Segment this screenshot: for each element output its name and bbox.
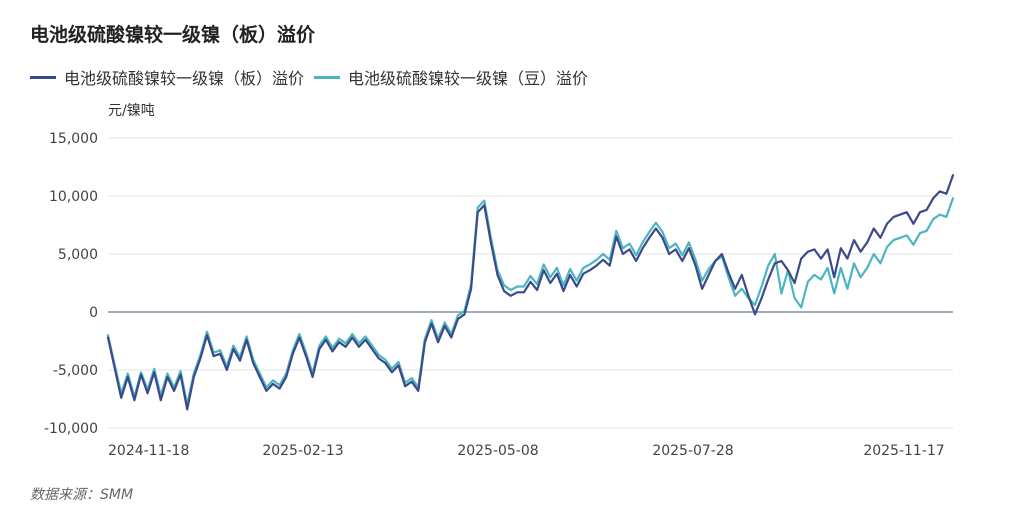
y-tick-label: -10,000 [44,421,98,437]
y-axis-unit: 元/镍吨 [108,103,155,119]
x-tick-label: 2025-05-08 [457,443,538,459]
chart-legend: 电池级硫酸镍较一级镍（板）溢价 电池级硫酸镍较一级镍（豆）溢价 [30,65,598,89]
y-tick-label: 10,000 [49,189,98,205]
series-line-plate[interactable] [106,174,955,411]
chart-title: 电池级硫酸镍较一级镍（板）溢价 [30,24,316,46]
legend-swatch-bean [314,75,341,79]
y-tick-label: 5,000 [58,247,98,263]
x-tick-label: 2025-11-17 [863,443,944,459]
y-tick-label: 15,000 [49,131,98,147]
series-line-bean[interactable] [106,197,955,406]
legend-item-plate[interactable]: 电池级硫酸镍较一级镍（板）溢价 [30,65,304,89]
x-tick-label: 2025-07-28 [652,443,733,459]
data-source: 数据来源：SMM [30,487,134,503]
legend-label-bean: 电池级硫酸镍较一级镍（豆）溢价 [348,69,589,88]
legend-item-bean[interactable]: 电池级硫酸镍较一级镍（豆）溢价 [314,65,588,89]
x-tick-label: 2024-11-18 [108,443,189,459]
y-tick-label: 0 [89,305,98,321]
y-tick-label: -5,000 [53,363,98,379]
legend-swatch-plate [30,75,56,79]
legend-label-plate: 电池级硫酸镍较一级镍（板）溢价 [64,69,305,88]
x-tick-label: 2025-02-13 [262,443,343,459]
